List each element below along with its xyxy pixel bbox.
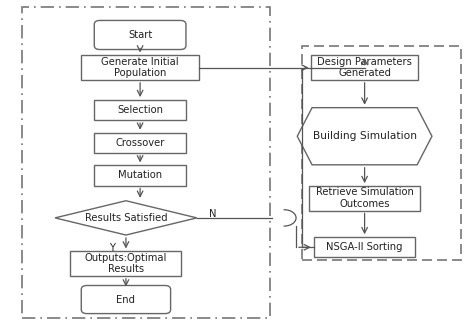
Bar	[94, 133, 186, 153]
Polygon shape	[297, 108, 432, 165]
FancyBboxPatch shape	[81, 285, 171, 314]
Text: Results Satisfied: Results Satisfied	[85, 213, 167, 223]
Text: Design Parameters
Generated: Design Parameters Generated	[317, 57, 412, 78]
Text: End: End	[117, 295, 136, 304]
Bar	[311, 55, 418, 80]
Text: Generate Initial
Population: Generate Initial Population	[101, 57, 179, 78]
FancyBboxPatch shape	[94, 20, 186, 50]
Text: Crossover: Crossover	[116, 138, 165, 148]
Bar	[94, 100, 186, 120]
Text: Selection: Selection	[117, 105, 163, 115]
Text: NSGA-II Sorting: NSGA-II Sorting	[327, 242, 403, 252]
Bar	[22, 7, 270, 318]
Bar	[314, 237, 415, 257]
Text: Start: Start	[128, 30, 152, 40]
Text: Retrieve Simulation
Outcomes: Retrieve Simulation Outcomes	[316, 188, 413, 209]
Bar	[71, 251, 182, 276]
Bar	[302, 47, 461, 260]
Text: Building Simulation: Building Simulation	[313, 131, 417, 141]
Bar	[94, 165, 186, 186]
Bar	[309, 186, 420, 211]
Text: Outputs:Optimal
Results: Outputs:Optimal Results	[85, 253, 167, 275]
Text: Y: Y	[109, 243, 115, 253]
Polygon shape	[55, 201, 197, 235]
Text: Mutation: Mutation	[118, 171, 162, 180]
Text: N: N	[209, 209, 216, 219]
Bar	[81, 55, 199, 80]
